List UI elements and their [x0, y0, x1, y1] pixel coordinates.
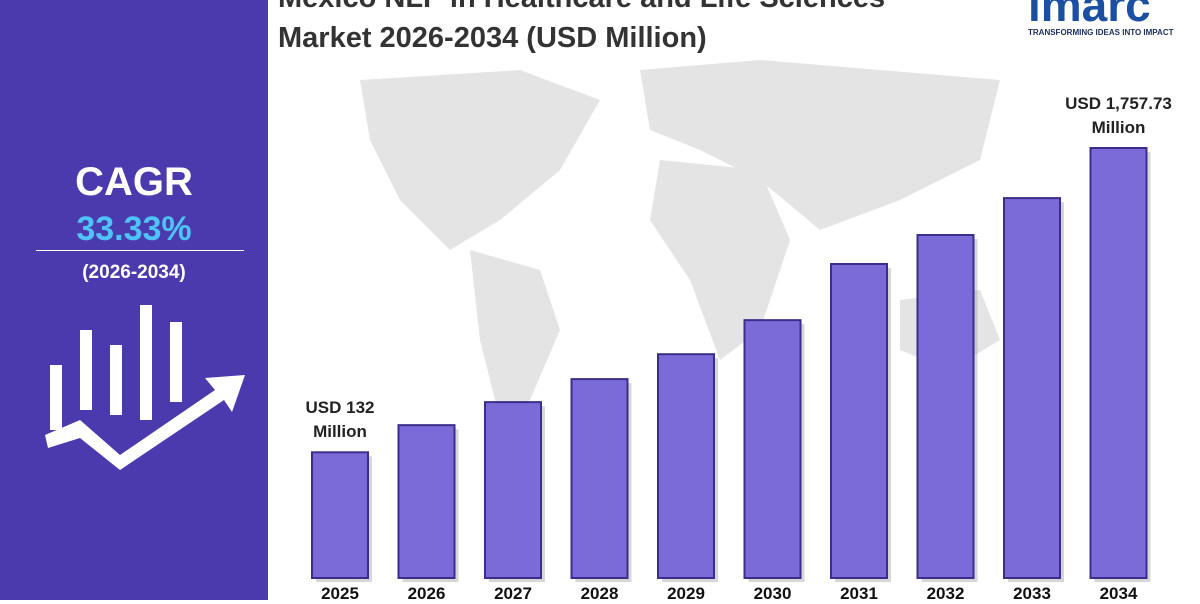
- cagr-period: (2026-2034): [82, 262, 186, 283]
- bar: [1089, 147, 1148, 579]
- bar: [311, 451, 369, 579]
- x-tick-label: 2031: [840, 584, 878, 603]
- cagr-label: CAGR: [75, 160, 193, 204]
- x-tick-label: 2028: [580, 584, 619, 603]
- divider: [36, 250, 244, 251]
- x-tick-label: 2029: [667, 584, 705, 603]
- bar: [743, 319, 802, 579]
- bar: [397, 424, 456, 579]
- x-tick-label: 2026: [407, 584, 446, 603]
- value-label: USD 132 Million: [305, 398, 375, 442]
- x-tick-label: 2032: [926, 584, 965, 603]
- chart-title: Mexico NLP in Healthcare and Life Scienc…: [278, 0, 885, 54]
- bar: [657, 353, 715, 579]
- sidebar: [0, 0, 268, 600]
- x-tick-label: 2030: [753, 584, 792, 603]
- bar: [916, 233, 975, 579]
- world-map: [360, 60, 1000, 420]
- x-tick-label: 2025: [321, 584, 359, 603]
- bar: [1003, 197, 1061, 580]
- bar: [484, 401, 542, 579]
- x-tick-label: 2027: [494, 584, 532, 603]
- value-label: USD 1,757.73 Million: [1065, 94, 1172, 137]
- x-tick-label: 2034: [1099, 584, 1138, 603]
- logo-tagline: TRANSFORMING IDEAS INTO IMPACT: [1028, 28, 1174, 37]
- bar: [570, 378, 629, 579]
- x-tick-label: 2033: [1013, 584, 1051, 603]
- logo: imarc: [1028, 0, 1151, 31]
- bar: [830, 262, 888, 579]
- cagr-value: 33.33%: [76, 210, 192, 248]
